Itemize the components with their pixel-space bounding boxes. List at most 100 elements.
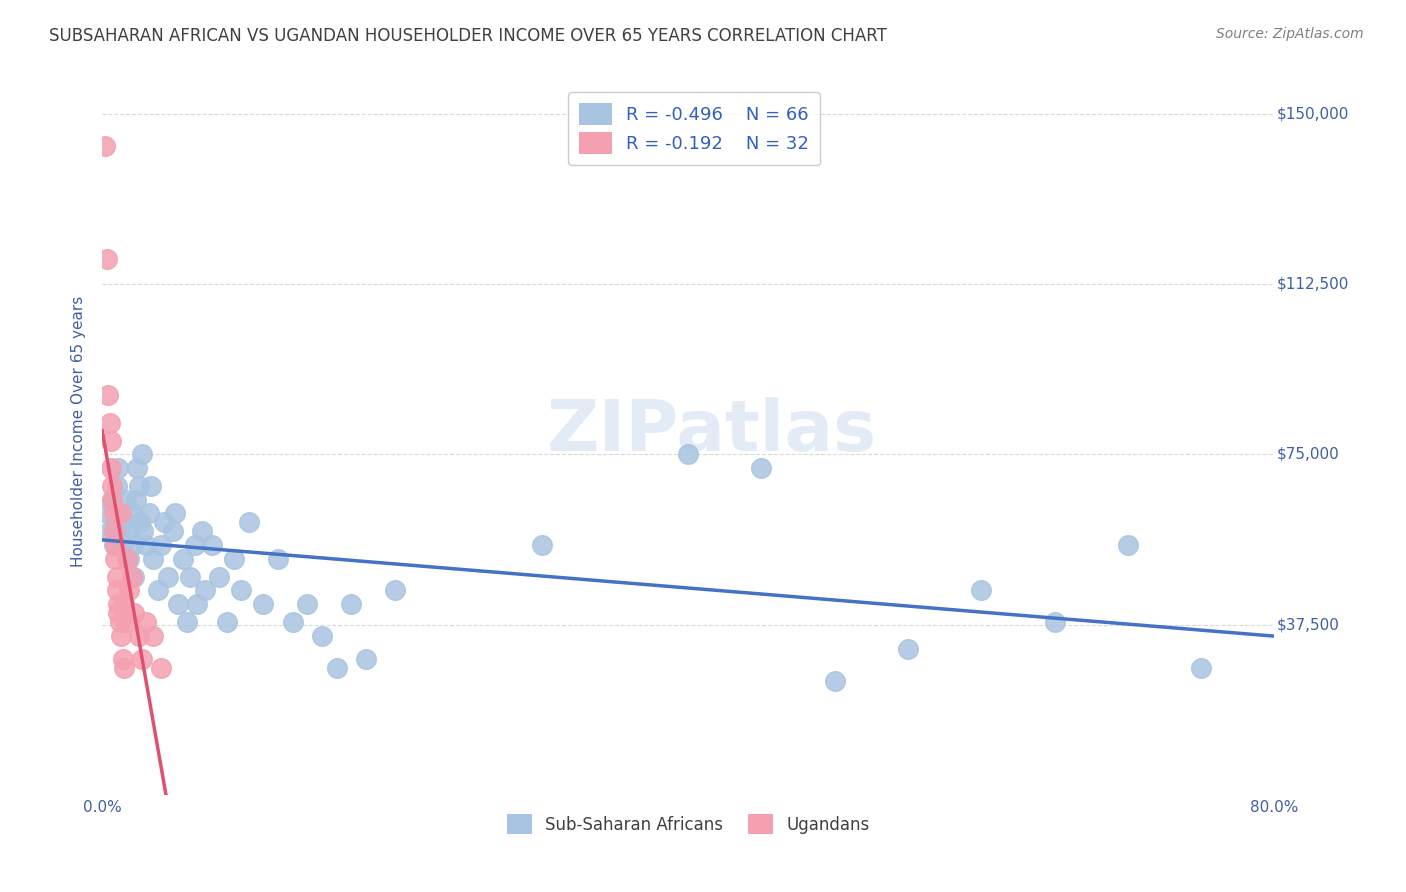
Point	[101, 492, 124, 507]
Point	[103, 506, 125, 520]
Y-axis label: Householder Income Over 65 years: Householder Income Over 65 years	[72, 296, 86, 567]
Text: SUBSAHARAN AFRICAN VS UGANDAN HOUSEHOLDER INCOME OVER 65 YEARS CORRELATION CHART: SUBSAHARAN AFRICAN VS UGANDAN HOUSEHOLDE…	[49, 27, 887, 45]
Point	[117, 551, 139, 566]
Point	[138, 506, 160, 520]
Point	[108, 615, 131, 630]
Point	[131, 447, 153, 461]
Point	[124, 606, 146, 620]
Point	[110, 506, 132, 520]
Point	[201, 538, 224, 552]
Point	[115, 551, 138, 566]
Point	[105, 583, 128, 598]
Point	[194, 583, 217, 598]
Point	[142, 629, 165, 643]
Text: $150,000: $150,000	[1277, 106, 1348, 121]
Point	[179, 570, 201, 584]
Point	[152, 516, 174, 530]
Point	[96, 506, 118, 520]
Point	[135, 538, 157, 552]
Point	[238, 516, 260, 530]
Point	[94, 138, 117, 153]
Point	[139, 479, 162, 493]
Point	[107, 606, 129, 620]
Point	[186, 597, 208, 611]
Point	[121, 506, 143, 520]
Point	[107, 597, 129, 611]
Point	[98, 524, 121, 539]
Point	[114, 615, 136, 630]
Text: $112,500: $112,500	[1277, 277, 1348, 292]
Point	[172, 551, 194, 566]
Point	[128, 479, 150, 493]
Point	[105, 529, 128, 543]
Point	[110, 524, 132, 539]
Point	[297, 597, 319, 611]
Text: Source: ZipAtlas.com: Source: ZipAtlas.com	[1216, 27, 1364, 41]
Point	[222, 551, 245, 566]
Point	[127, 461, 149, 475]
Point	[125, 492, 148, 507]
Point	[101, 492, 124, 507]
Point	[100, 461, 122, 475]
Point	[124, 570, 146, 584]
Point	[107, 461, 129, 475]
Point	[311, 629, 333, 643]
Point	[103, 524, 125, 539]
Point	[111, 651, 134, 665]
Point	[112, 597, 135, 611]
Point	[100, 434, 122, 448]
Point	[208, 570, 231, 584]
Point	[281, 615, 304, 630]
Point	[128, 629, 150, 643]
Point	[165, 506, 187, 520]
Point	[751, 461, 773, 475]
Point	[146, 583, 169, 598]
Point	[252, 597, 274, 611]
Point	[1043, 615, 1066, 630]
Point	[111, 538, 134, 552]
Point	[129, 516, 152, 530]
Text: ZIPatlas: ZIPatlas	[547, 397, 877, 467]
Point	[135, 615, 157, 630]
Point	[167, 597, 190, 611]
Point	[96, 252, 118, 267]
Point	[114, 492, 136, 507]
Point	[110, 629, 132, 643]
Point	[112, 516, 135, 530]
Point	[970, 583, 993, 598]
Point	[105, 570, 128, 584]
Point	[215, 615, 238, 630]
Point	[104, 551, 127, 566]
Point	[132, 524, 155, 539]
Point	[108, 506, 131, 520]
Point	[105, 479, 128, 493]
Point	[101, 479, 124, 493]
Point	[231, 583, 253, 598]
Point	[1116, 538, 1139, 552]
Point	[149, 660, 172, 674]
Point	[897, 642, 920, 657]
Point	[267, 551, 290, 566]
Point	[325, 660, 347, 674]
Point	[122, 538, 145, 552]
Point	[118, 524, 141, 539]
Point	[183, 538, 205, 552]
Point	[191, 524, 214, 539]
Legend: Sub-Saharan Africans, Ugandans: Sub-Saharan Africans, Ugandans	[496, 804, 880, 845]
Point	[112, 660, 135, 674]
Point	[354, 651, 377, 665]
Point	[824, 674, 846, 689]
Point	[384, 583, 406, 598]
Point	[104, 516, 127, 530]
Point	[530, 538, 553, 552]
Point	[98, 416, 121, 430]
Point	[1189, 660, 1212, 674]
Point	[340, 597, 363, 611]
Point	[121, 570, 143, 584]
Point	[678, 447, 700, 461]
Point	[162, 524, 184, 539]
Point	[117, 583, 139, 598]
Point	[131, 651, 153, 665]
Point	[142, 551, 165, 566]
Point	[104, 538, 127, 552]
